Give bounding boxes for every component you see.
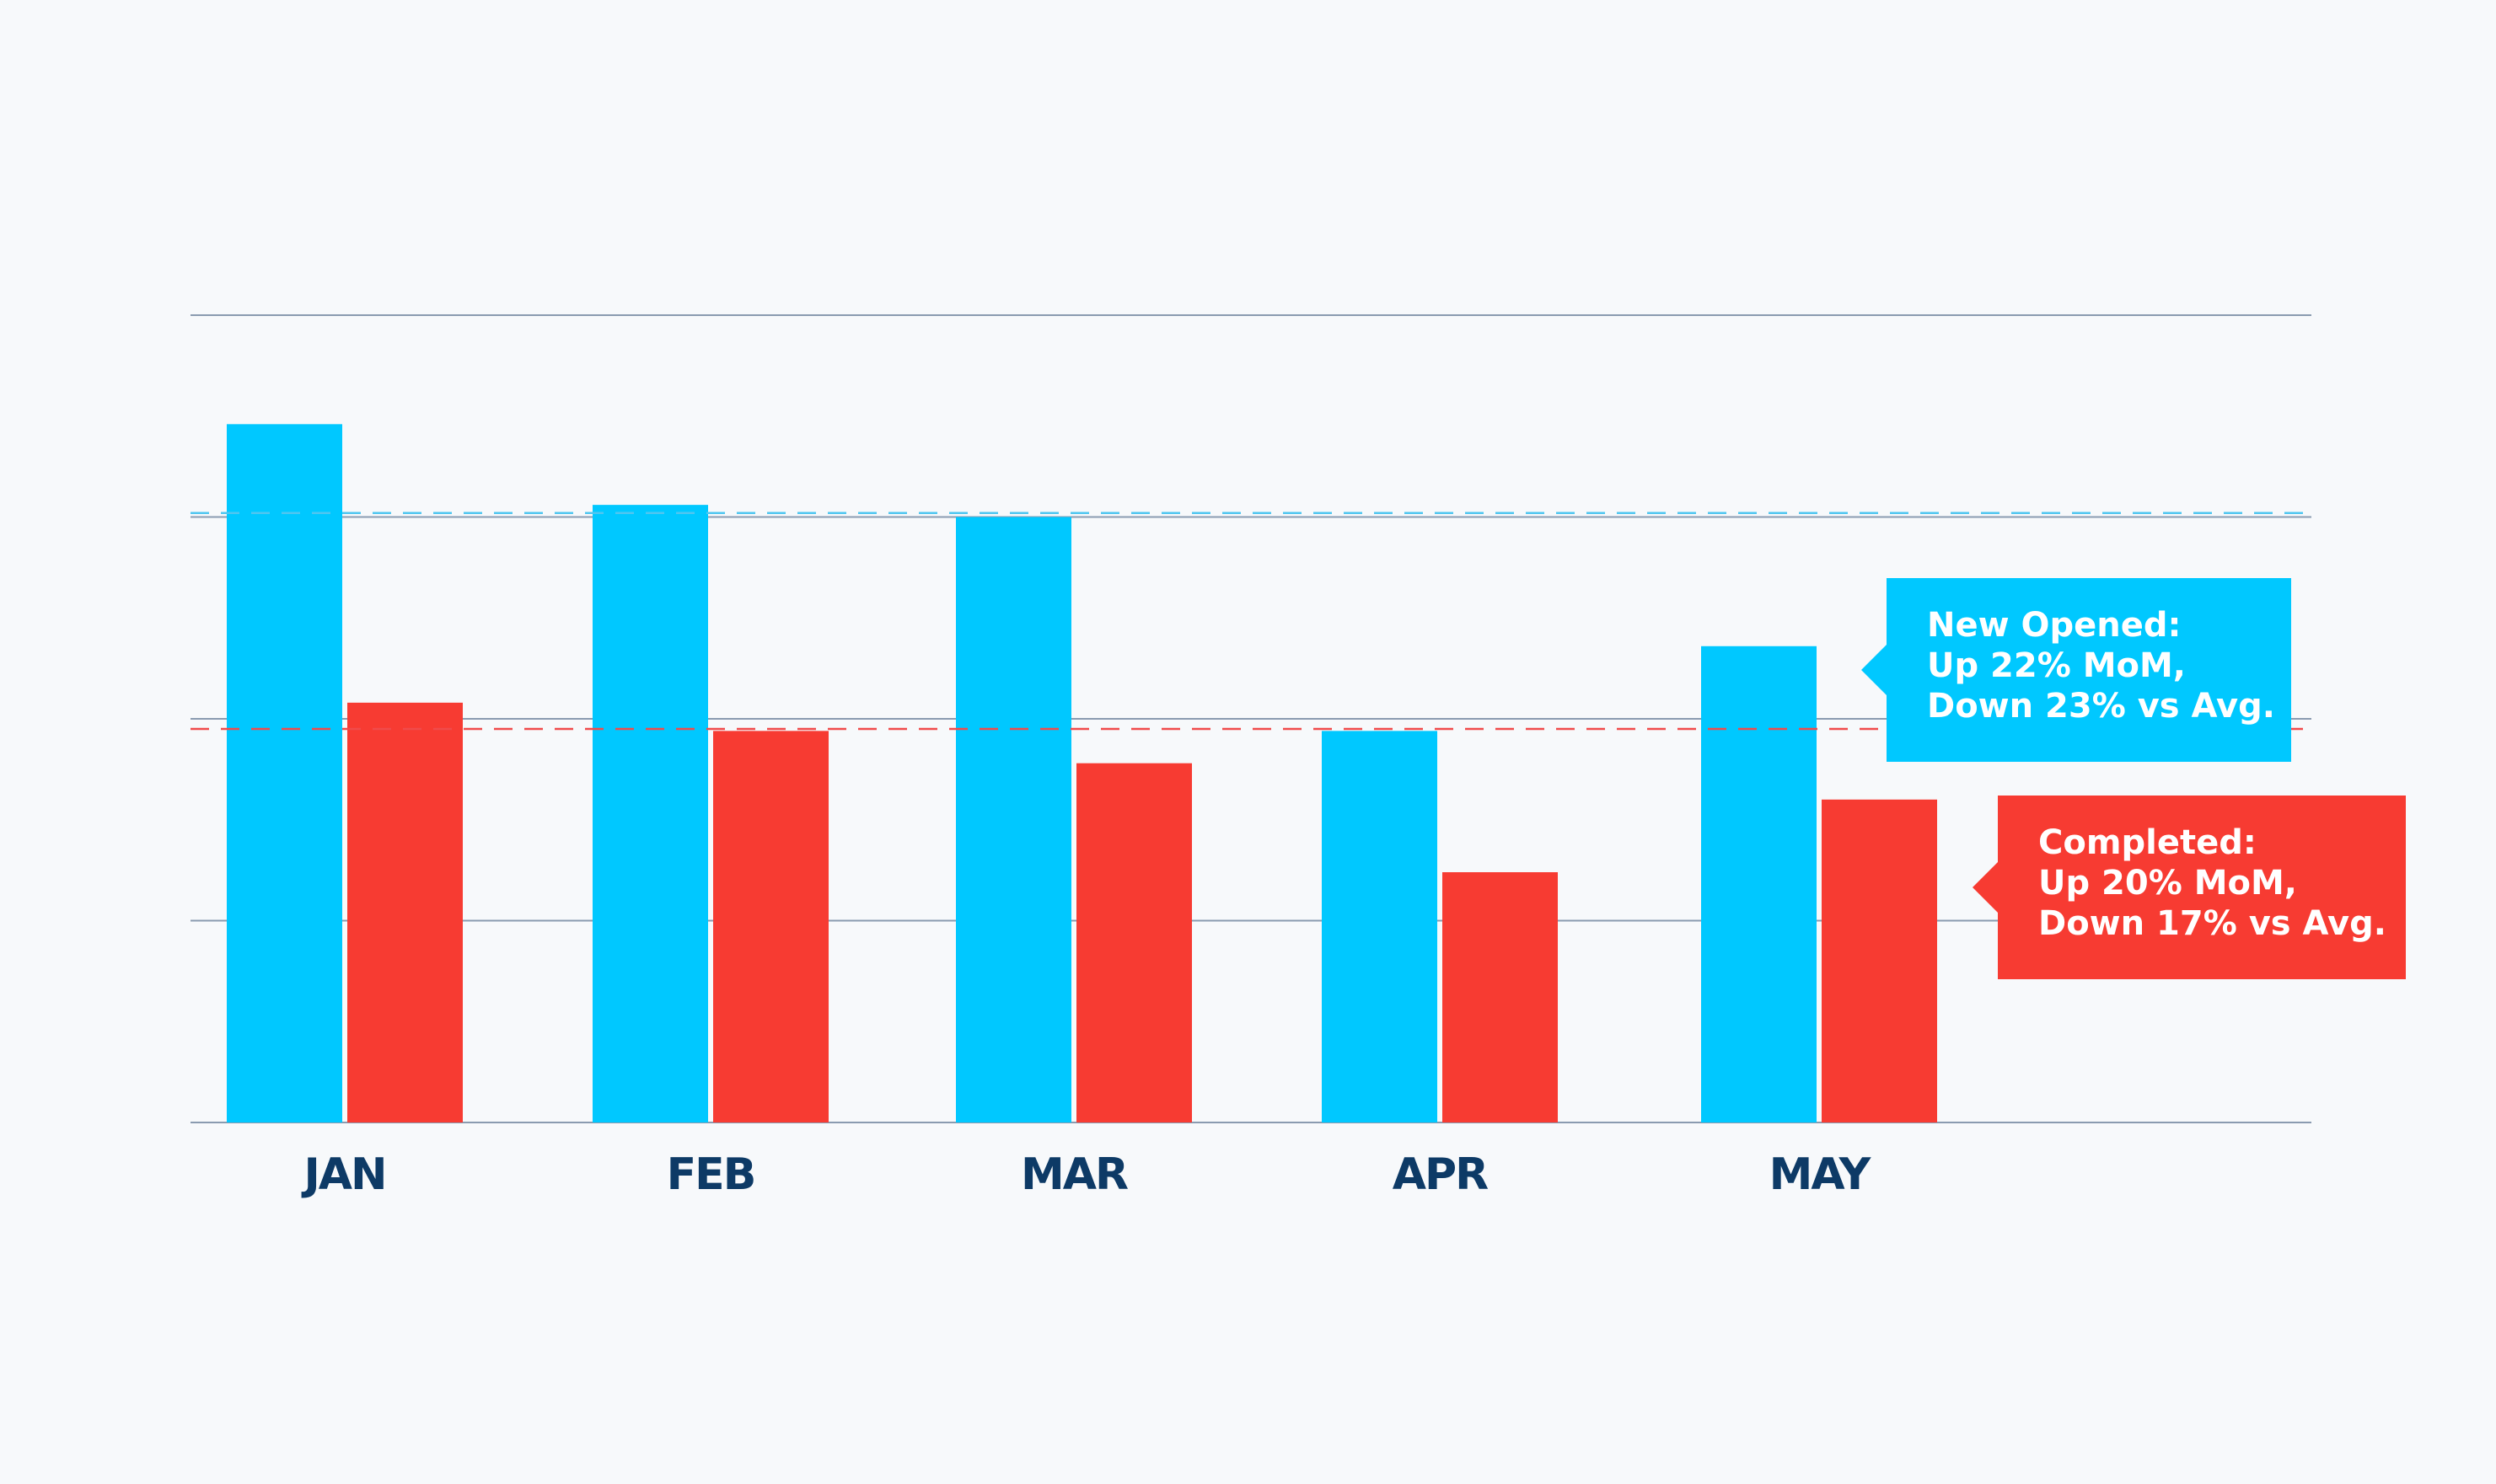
callout-completed: Completed: Up 20% MoM, Down 17% vs Avg. [1973, 796, 2406, 979]
bar-apr-series-1 [1322, 731, 1437, 1122]
category-labels: JAN FEB MAR APR MAY [301, 1149, 1873, 1200]
bar-mar-series-1 [956, 517, 1071, 1122]
callout-new-opened-line-3: Down 23% vs Avg. [1927, 687, 2275, 726]
category-label-apr: APR [1393, 1149, 1488, 1200]
category-label-feb: FEB [667, 1149, 755, 1200]
bar-feb-series-2 [713, 731, 829, 1122]
callout-new-opened-line-1: New Opened: [1927, 606, 2182, 645]
bar-jan-series-2 [347, 702, 463, 1122]
callout-completed-line-1: Completed: [2038, 823, 2257, 862]
bar-jan-series-1 [227, 424, 342, 1123]
category-label-jan: JAN [301, 1149, 385, 1200]
bar-may-series-2 [1822, 799, 1937, 1122]
callout-completed-line-3: Down 17% vs Avg. [2038, 904, 2386, 943]
category-label-may: MAY [1769, 1149, 1872, 1200]
callout-new-opened-line-2: Up 22% MoM, [1927, 646, 2186, 685]
bars [227, 424, 1937, 1123]
bar-apr-series-2 [1442, 872, 1558, 1122]
callout-new-opened: New Opened: Up 22% MoM, Down 23% vs Avg. [1861, 578, 2291, 762]
bar-may-series-1 [1701, 646, 1817, 1122]
bar-feb-series-1 [593, 505, 708, 1122]
gridlines [191, 314, 2311, 1123]
bar-mar-series-2 [1076, 763, 1192, 1122]
callout-completed-line-2: Up 20% MoM, [2038, 864, 2297, 903]
category-label-mar: MAR [1021, 1149, 1128, 1200]
